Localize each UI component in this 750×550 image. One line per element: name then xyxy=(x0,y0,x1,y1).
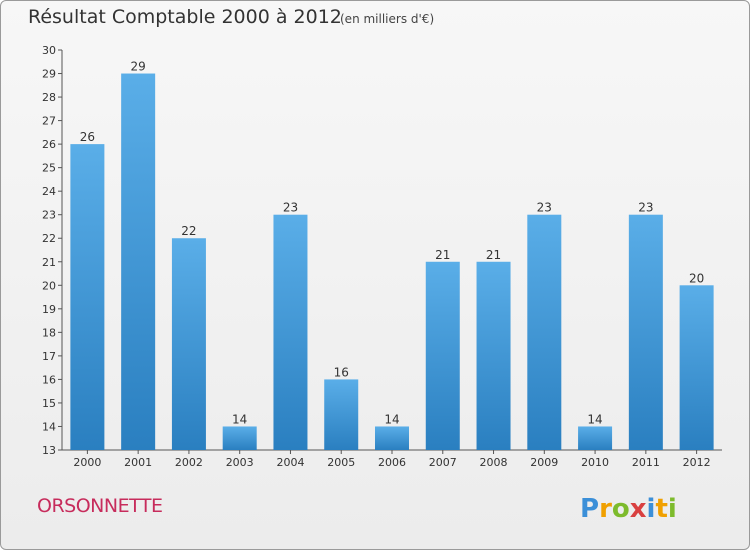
bar xyxy=(70,144,105,450)
x-tick-label: 2006 xyxy=(378,456,406,469)
svg-text:Proxiti: Proxiti xyxy=(580,494,677,524)
data-label: 14 xyxy=(587,412,602,426)
data-label: 23 xyxy=(638,201,653,215)
data-label: 21 xyxy=(435,248,450,262)
bar xyxy=(121,73,156,450)
x-tick-label: 2003 xyxy=(226,456,254,469)
chart-title: Résultat Comptable 2000 à 2012 xyxy=(28,6,342,28)
bar xyxy=(222,426,257,450)
x-tick-label: 2012 xyxy=(683,456,711,469)
bar xyxy=(679,285,714,450)
y-tick-label: 17 xyxy=(42,350,56,363)
y-tick-label: 15 xyxy=(42,397,56,410)
proxiti-logo[interactable]: Proxiti xyxy=(580,487,700,527)
y-tick-label: 14 xyxy=(42,420,56,433)
y-tick-label: 30 xyxy=(42,44,56,57)
x-ticks: 2000 2001 2002 2003 2004 2005 2006 2007 2008 2009… xyxy=(73,450,711,469)
bar xyxy=(273,214,308,450)
location-name: ORSONNETTE xyxy=(37,495,163,517)
bars: 26 29 22 14 23 16 14 21 21 23 14 23 20 xyxy=(70,60,714,450)
bar xyxy=(324,379,359,450)
bar xyxy=(171,238,206,450)
x-tick-label: 2009 xyxy=(530,456,558,469)
data-label: 23 xyxy=(283,201,298,215)
data-label: 21 xyxy=(486,248,501,262)
y-tick-label: 16 xyxy=(42,373,56,386)
y-tick-label: 25 xyxy=(42,162,56,175)
y-tick-label: 26 xyxy=(42,138,56,151)
x-tick-label: 2011 xyxy=(632,456,660,469)
y-tick-label: 24 xyxy=(42,185,56,198)
y-tick-label: 28 xyxy=(42,91,56,104)
y-tick-label: 21 xyxy=(42,256,56,269)
data-label: 26 xyxy=(80,130,95,144)
y-tick-label: 27 xyxy=(42,115,56,128)
bar xyxy=(425,261,460,450)
y-tick-label: 29 xyxy=(42,68,56,81)
data-label: 23 xyxy=(537,201,552,215)
bar xyxy=(527,214,562,450)
data-label: 14 xyxy=(384,412,399,426)
bar xyxy=(375,426,409,450)
x-tick-label: 2008 xyxy=(480,456,508,469)
y-ticks: 13 14 15 16 17 18 19 20 21 22 23 24 25 26 27 28 29 30 xyxy=(42,44,62,457)
y-tick-label: 22 xyxy=(42,232,56,245)
bar xyxy=(628,214,663,450)
y-tick-label: 20 xyxy=(42,279,56,292)
chart-subtitle: (en milliers d'€) xyxy=(340,12,435,26)
x-tick-label: 2005 xyxy=(327,456,355,469)
y-tick-label: 13 xyxy=(42,444,56,457)
x-tick-label: 2001 xyxy=(124,456,152,469)
x-tick-label: 2007 xyxy=(429,456,457,469)
bar xyxy=(578,426,613,450)
data-label: 20 xyxy=(689,271,704,285)
x-tick-label: 2002 xyxy=(175,456,203,469)
x-tick-label: 2010 xyxy=(581,456,609,469)
data-label: 22 xyxy=(181,224,196,238)
y-tick-label: 19 xyxy=(42,303,56,316)
bar xyxy=(476,261,511,450)
x-tick-label: 2004 xyxy=(276,456,304,469)
y-tick-label: 23 xyxy=(42,209,56,222)
y-tick-label: 18 xyxy=(42,326,56,339)
data-label: 14 xyxy=(232,412,247,426)
data-label: 29 xyxy=(131,60,146,74)
data-label: 16 xyxy=(334,365,349,379)
x-tick-label: 2000 xyxy=(73,456,101,469)
